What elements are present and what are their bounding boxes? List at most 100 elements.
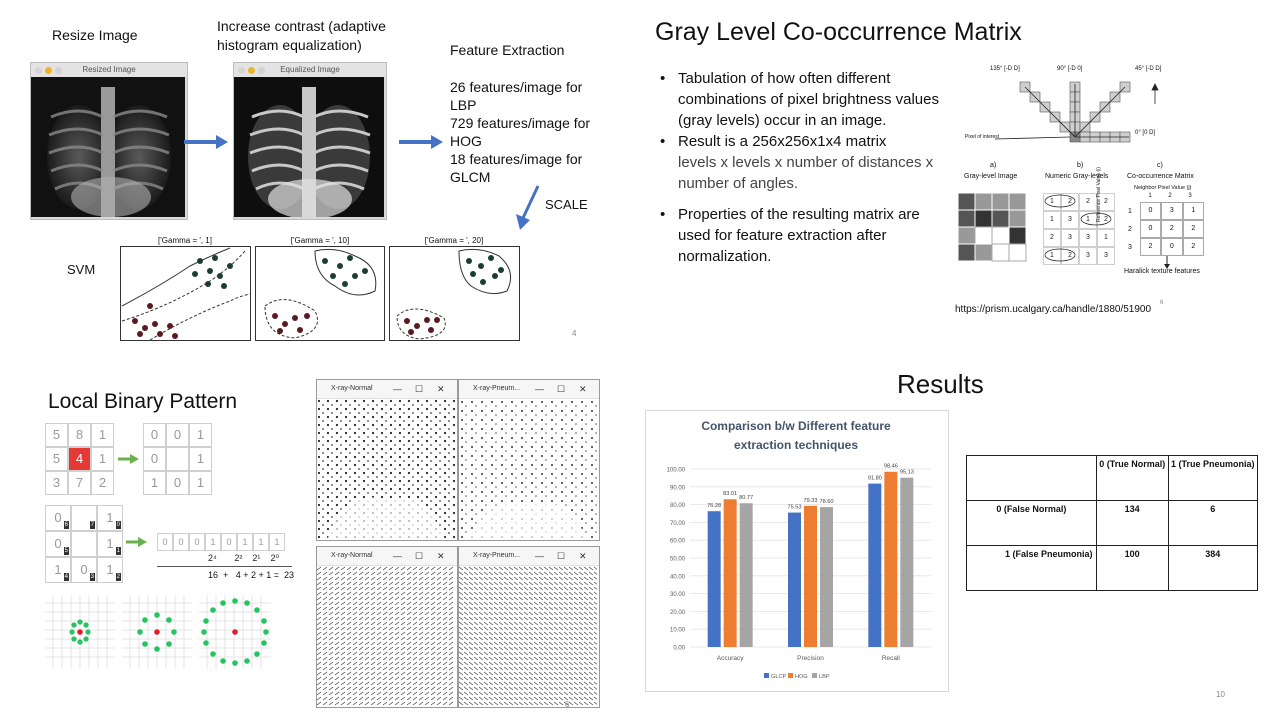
grid-cell: 7 [68,471,91,495]
maximize-icon[interactable]: ☐ [557,384,566,394]
lbp-radius-1 [45,595,115,669]
cell-value: 1 [106,510,114,525]
data-label: 79.33 [804,498,818,504]
maximize-icon[interactable]: ☐ [415,551,424,561]
minimize-icon[interactable]: — [393,551,402,561]
data-label: 98.46 [884,464,898,470]
grid-cell: 2 [1097,193,1115,211]
cooc-cell: 2 [1182,220,1204,238]
chart-title: Comparison b/w Different feature extract… [701,419,891,452]
svm-plot-gamma-20 [389,246,520,341]
lbp-grid-order: 06 77 10 05 11 14 03 12 [45,505,123,583]
legend-swatch [788,673,793,678]
cell-value: 1 [106,536,114,551]
binary-bit: 0 [157,533,173,551]
close-icon[interactable]: ✕ [579,551,587,561]
grid-cell [71,531,97,557]
data-label: 75.53 [788,505,802,511]
grid-cell: 5 [45,423,68,447]
arrow-right-icon [399,135,443,149]
grid-cell: 2 [1097,211,1115,229]
data-label: 76.28 [707,503,721,509]
cooc-header-cell: 2 [1168,193,1172,199]
position-tag: 3 [89,573,95,581]
bar [723,499,737,647]
grid-cell: 77 [71,505,97,531]
binary-underline [157,566,292,567]
gamma-title: ['Gamma = ', 10] [290,236,350,245]
lbp-texture-image [317,399,455,539]
grid-cell: 1 [143,471,166,495]
minimize-icon[interactable]: — [535,551,544,561]
y-tick-label: 40.00 [670,574,686,580]
table-cell: 100 [1095,545,1169,591]
y-tick-label: 80.00 [670,503,686,509]
resize-label: Resize Image [52,27,138,43]
grid-cell: 1 [91,447,114,471]
cooc-cell: 2 [1182,238,1204,256]
close-icon[interactable]: ✕ [437,384,445,394]
grid-cell: 0 [166,471,189,495]
grid-cell: 2 [91,471,114,495]
table-row: 1 (False Pneumonia) 100 384 [966,545,1259,591]
window-titlebar: X-ray-Pneum... — ☐ ✕ [459,380,599,399]
position-tag: 2 [115,573,121,581]
results-title: Results [897,369,984,399]
caption-numeric-gray-levels: Numeric Gray-levels [1045,173,1109,180]
y-tick-label: 50.00 [670,557,686,563]
caption-co-occurrence: Co-occurrence Matrix [1127,173,1194,180]
position-tag: 0 [115,521,121,529]
bullet-item: • Properties of the resulting matrix are … [660,206,920,265]
lbp-window-pneumonia-1: X-ray-Pneum... — ☐ ✕ [458,379,600,541]
cooc-header-cell: 3 [1188,193,1192,199]
feature-line: 26 features/image for LBP [450,79,583,113]
minimize-icon[interactable]: — [535,384,544,394]
table-cell: 0 (False Normal) [966,500,1097,546]
cell-value: 1 [54,562,62,577]
bar [900,477,914,647]
bar [820,507,833,647]
bullet-item: • Tabulation of how often different combi… [660,70,939,129]
grid-cell: 0 [166,423,189,447]
maximize-icon[interactable]: ☐ [415,384,424,394]
lbp-grid-input: 5 8 1 5 4 1 3 7 2 [45,423,135,495]
power: 2⁴ [208,553,217,563]
arrow-right-icon [184,135,228,149]
bar-chart: 0.00 10.00 20.00 30.00 40.00 50.00 60.00 70.00 8… [667,464,931,680]
sub-label-c: c) [1157,162,1163,169]
arrow-down-icon [1164,256,1170,269]
grid-cell: 1 [189,471,212,495]
close-icon[interactable]: ✕ [437,551,445,561]
resized-image-window: Resized Image [30,62,188,220]
gamma-title: ['Gamma = ', 20] [424,236,484,245]
lbp-window-pneumonia-2: X-ray-Pneum... — ☐ ✕ [458,546,600,708]
glcm-direction-diagram [994,81,1159,143]
window-title: Equalized Image [280,65,340,74]
grid-cell: 1 [1043,211,1061,229]
window-title: Resized Image [82,65,136,74]
power: 2⁰ [270,553,280,563]
grid-cell: 1 [91,423,114,447]
cell-value: 0 [54,510,62,525]
binary-bit: 0 [173,533,189,551]
bullet-item: • Result is a 256x256x1x4 matrix [660,133,887,150]
minimize-icon[interactable]: — [393,384,402,394]
y-tick-label: 20.00 [670,610,686,616]
feature-extraction-title: Feature Extraction [450,42,565,58]
maximize-icon[interactable]: ☐ [557,551,566,561]
position-tag: 4 [63,573,69,581]
page-number: 4 [572,329,577,338]
table-header-cell: 0 (True Normal) [1095,455,1169,501]
bar [884,471,898,647]
close-icon[interactable]: ✕ [579,384,587,394]
window-titlebar: X-ray-Normal — ☐ ✕ [317,380,457,399]
confusion-matrix-table: 0 (True Normal) 1 (True Pneumonia) 0 (Fa… [966,455,1259,591]
sub-label-b: b) [1077,162,1084,169]
bullet-text: Properties of the resulting matrix are u… [678,206,920,265]
cooc-cell: 1 [1182,202,1204,220]
binary-bit: 0 [221,533,237,551]
table-header-row: 0 (True Normal) 1 (True Pneumonia) [966,455,1259,501]
